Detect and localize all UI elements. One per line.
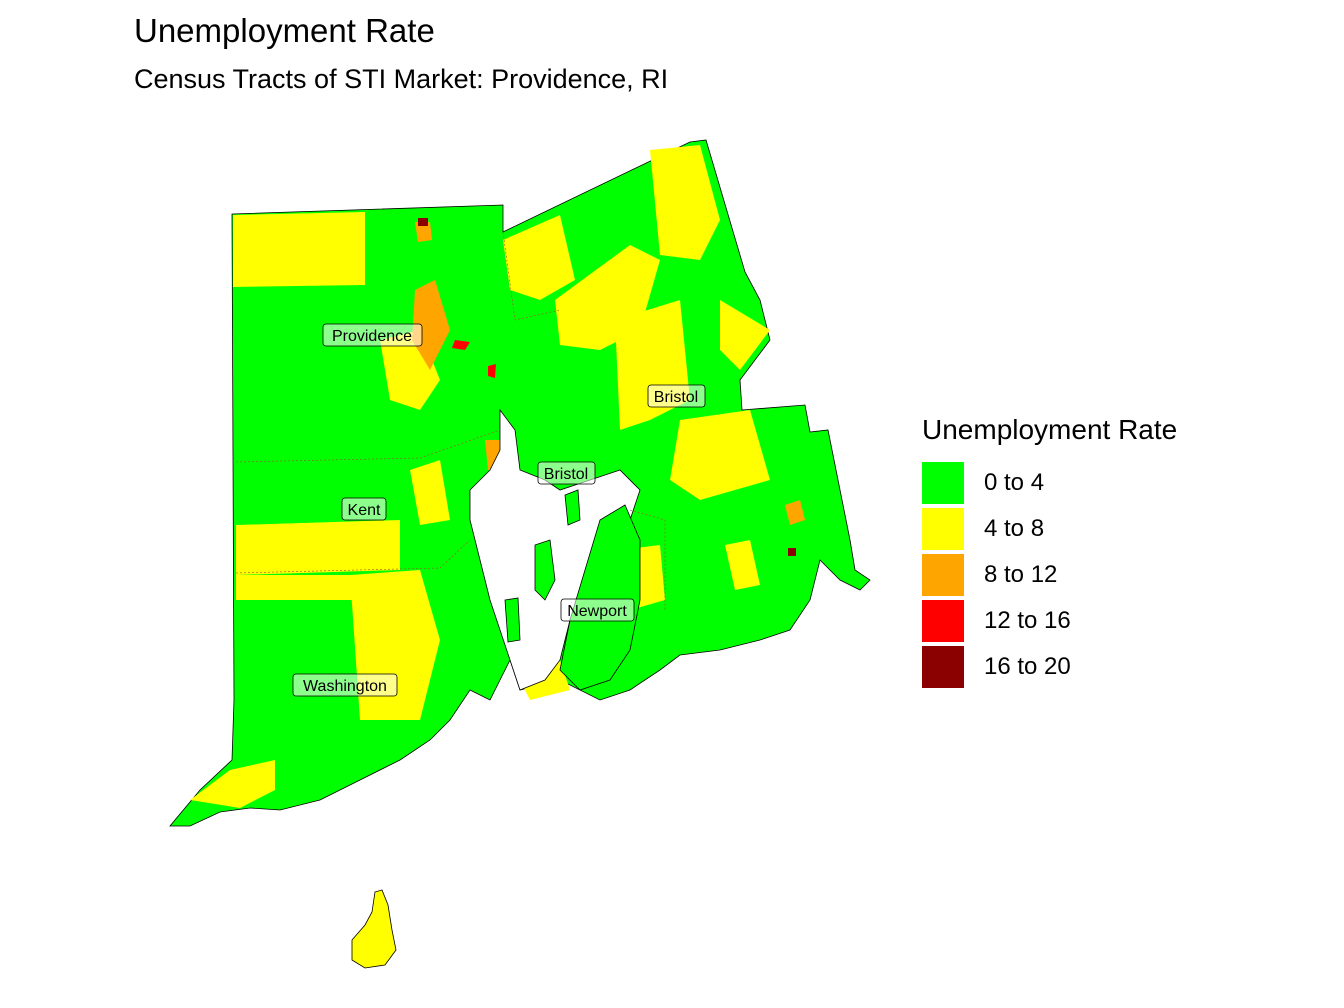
- legend-item: 0 to 4: [922, 460, 1177, 506]
- legend-swatch: [922, 508, 964, 550]
- tract-patch: [410, 460, 450, 525]
- legend-label: 16 to 20: [984, 653, 1071, 680]
- tract-patch: [785, 500, 805, 525]
- tract-patch: [233, 212, 365, 287]
- legend-item: 16 to 20: [922, 644, 1177, 690]
- legend-item: 8 to 12: [922, 552, 1177, 598]
- tract-patch: [452, 340, 470, 350]
- tract-patch: [670, 410, 770, 500]
- legend-title: Unemployment Rate: [922, 414, 1178, 445]
- svg-text:Bristol: Bristol: [544, 466, 588, 483]
- county-boundary: [235, 429, 501, 463]
- tract-patch: [788, 548, 796, 556]
- county-label-kent: Kent: [341, 497, 387, 521]
- block-island: [351, 889, 397, 969]
- svg-text:Bristol: Bristol: [654, 389, 698, 406]
- svg-text:Kent: Kent: [348, 502, 381, 519]
- tract-patch: [720, 300, 770, 370]
- tract-patch: [650, 145, 720, 260]
- county-label-providence: Providence: [322, 323, 423, 347]
- legend-label: 12 to 16: [984, 607, 1071, 634]
- tract-patch: [412, 280, 450, 370]
- legend-swatch: [922, 600, 964, 642]
- legend-item: 12 to 16: [922, 598, 1177, 644]
- tract-patch: [488, 364, 496, 378]
- legend-swatch: [922, 554, 964, 596]
- patience-island: [504, 597, 521, 643]
- county-label-newport: Newport: [560, 598, 635, 622]
- county-boundary: [629, 509, 666, 610]
- tract-patch: [190, 760, 275, 808]
- map-subtitle: Census Tracts of STI Market: Providence,…: [134, 64, 669, 94]
- tract-patch: [236, 575, 360, 600]
- county-label-bristol-north: Bristol: [647, 384, 706, 408]
- svg-text:Newport: Newport: [567, 603, 627, 620]
- tract-patch: [236, 520, 400, 575]
- legend-swatch: [922, 646, 964, 688]
- county-boundary: [502, 231, 561, 321]
- legend-label: 4 to 8: [984, 515, 1045, 542]
- legend-label: 0 to 4: [984, 469, 1045, 496]
- tract-patch: [503, 215, 575, 300]
- county-boundary: [235, 539, 471, 574]
- prudence-island: [564, 489, 581, 526]
- tract-patch: [418, 218, 428, 226]
- legend-swatch: [922, 462, 964, 504]
- tract-patch: [725, 540, 760, 590]
- legend-label: 8 to 12: [984, 561, 1058, 588]
- tract-patch: [415, 222, 432, 242]
- county-label-bristol-bay: Bristol: [537, 461, 596, 485]
- svg-text:Providence: Providence: [332, 328, 412, 345]
- legend-item: 4 to 8: [922, 506, 1177, 552]
- map-title: Unemployment Rate: [134, 12, 435, 49]
- county-label-washington: Washington: [292, 673, 398, 697]
- legend: Unemployment Rate 0 to 4 4 to 8 8 to 12 …: [922, 414, 1177, 690]
- conanicut-island: [534, 539, 556, 601]
- svg-text:Washington: Washington: [303, 678, 387, 695]
